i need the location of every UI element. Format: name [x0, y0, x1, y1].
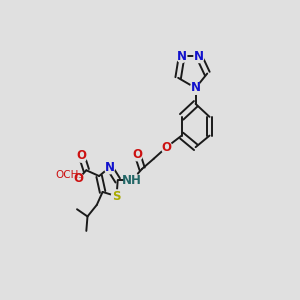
Text: N: N — [105, 161, 115, 174]
Text: S: S — [112, 190, 121, 203]
Text: N: N — [177, 50, 187, 63]
Text: O: O — [133, 148, 142, 161]
Text: NH: NH — [122, 174, 142, 187]
Circle shape — [125, 172, 139, 189]
Text: N: N — [194, 50, 204, 63]
Circle shape — [73, 172, 83, 185]
Circle shape — [76, 149, 87, 162]
Text: O: O — [161, 141, 172, 154]
Circle shape — [60, 164, 78, 186]
Circle shape — [132, 148, 142, 161]
Text: O: O — [73, 172, 83, 185]
Circle shape — [194, 50, 204, 63]
Text: OCH₃: OCH₃ — [55, 169, 82, 180]
Text: O: O — [77, 149, 87, 162]
Circle shape — [161, 141, 172, 154]
Circle shape — [104, 161, 115, 174]
Circle shape — [176, 50, 187, 63]
Circle shape — [190, 82, 201, 94]
Circle shape — [111, 190, 122, 203]
Text: N: N — [190, 82, 201, 94]
